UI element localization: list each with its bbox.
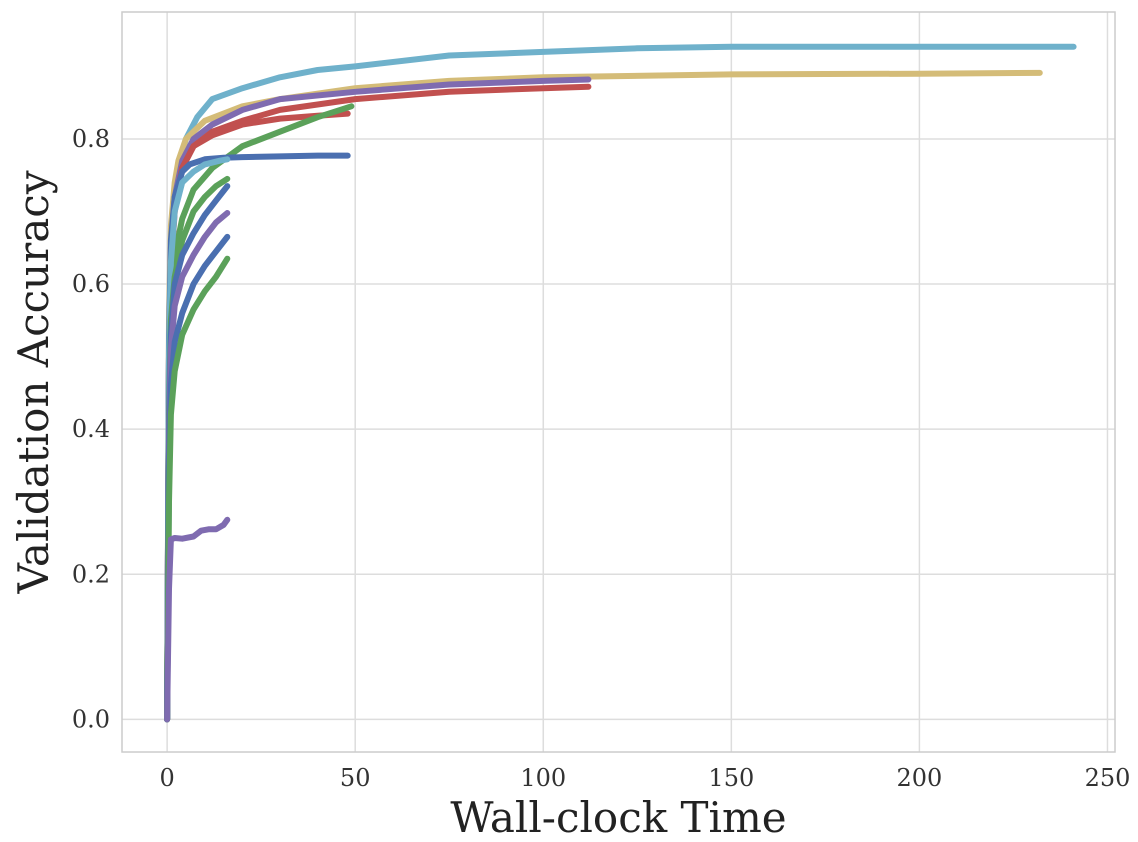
x-axis-label: Wall-clock Time <box>450 793 786 842</box>
series-line <box>164 516 231 723</box>
x-tick-label: 200 <box>897 764 943 792</box>
y-tick-label: 0.4 <box>72 415 110 443</box>
series-line <box>164 175 231 723</box>
series-line <box>164 76 592 723</box>
series-line <box>164 103 355 723</box>
series-line <box>164 210 231 723</box>
x-tick-label: 100 <box>520 764 566 792</box>
x-tick-label: 250 <box>1085 764 1131 792</box>
series-line <box>164 43 1077 723</box>
y-tick-label: 0.2 <box>72 560 110 588</box>
series-line <box>164 255 231 723</box>
x-tick-label: 150 <box>708 764 754 792</box>
series-line <box>164 152 351 723</box>
series-line <box>164 69 1043 723</box>
y-tick-label: 0.0 <box>72 705 110 733</box>
series-lines <box>164 43 1077 723</box>
x-tick-label: 0 <box>159 764 174 792</box>
y-axis-label: Validation Accuracy <box>9 170 58 594</box>
series-line <box>164 83 592 723</box>
series-line <box>164 110 351 723</box>
plot-frame <box>121 11 1116 753</box>
x-tick-label: 50 <box>340 764 371 792</box>
grid-lines <box>122 12 1115 752</box>
y-tick-labels: 0.0 0.2 0.4 0.6 0.8 <box>72 125 110 733</box>
y-tick-label: 0.6 <box>72 270 110 298</box>
x-tick-labels: 0 50 100 150 200 250 <box>159 764 1130 792</box>
y-tick-label: 0.8 <box>72 125 110 153</box>
